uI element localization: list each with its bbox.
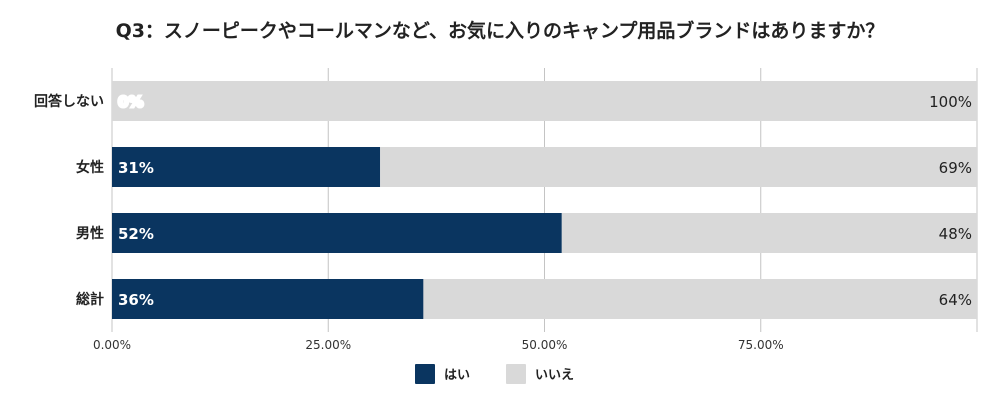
legend[interactable]: はい いいえ	[415, 364, 574, 384]
bar-no	[112, 81, 977, 121]
data-label-yes: 31%	[118, 159, 154, 177]
category-label: 女性	[76, 159, 104, 176]
bar-no	[423, 279, 977, 319]
legend-swatch-yes[interactable]	[415, 364, 435, 384]
bar-no	[561, 213, 977, 253]
data-label-yes: 36%	[118, 291, 154, 309]
data-label-no: 100%	[929, 93, 972, 111]
data-label-no: 48%	[939, 225, 972, 243]
legend-label-no[interactable]: いいえ	[535, 368, 574, 383]
data-label-yes: 52%	[118, 225, 154, 243]
category-label: 回答しない	[34, 93, 104, 110]
x-tick-label: 50.00%	[522, 338, 568, 352]
data-label-no: 64%	[939, 291, 972, 309]
legend-label-yes[interactable]: はい	[444, 368, 470, 383]
bars	[112, 81, 977, 319]
data-label-no: 69%	[939, 159, 972, 177]
value-labels: 0% 100% 31% 69% 52% 48% 36% 64%	[117, 92, 973, 310]
category-label: 総計	[76, 291, 104, 308]
bar-yes	[112, 147, 381, 187]
x-axis-ticks: 0.00% 25.00% 50.00% 75.00%	[93, 338, 784, 352]
x-tick-label: 0.00%	[93, 338, 131, 352]
x-tick-label: 25.00%	[305, 338, 351, 352]
category-label: 男性	[76, 225, 104, 242]
chart-title: Q3：スノーピークやコールマンなど、お気に入りのキャンプ用品ブランドはありますか…	[115, 20, 885, 42]
data-label-yes: 0%	[118, 93, 143, 111]
bar-no	[380, 147, 977, 187]
bar-yes	[112, 279, 424, 319]
bar-yes	[112, 213, 562, 253]
legend-swatch-no[interactable]	[506, 364, 526, 384]
x-tick-label: 75.00%	[738, 338, 784, 352]
